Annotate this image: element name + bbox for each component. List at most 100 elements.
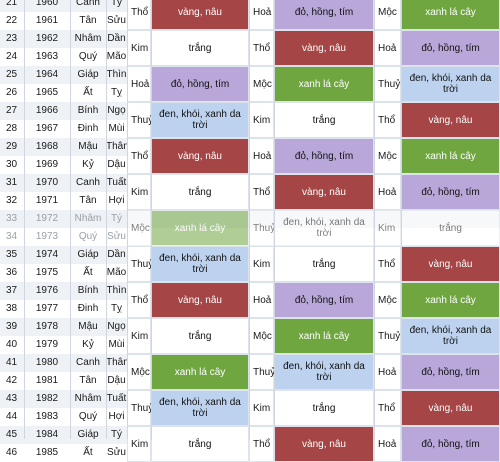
- row-number: 44: [6, 411, 18, 422]
- element-label: Thổ: [249, 174, 274, 210]
- element-label: Kim: [127, 30, 151, 66]
- element-label: Kim: [249, 102, 274, 138]
- heavenly-stem: Tân: [79, 375, 97, 386]
- element-label: Hoả: [374, 174, 401, 210]
- earthly-branch: Thân: [106, 357, 127, 368]
- color-swatch: đỏ, hồng, tím: [274, 0, 374, 30]
- element-label: Thổ: [127, 138, 151, 174]
- element-label: Kim: [249, 390, 274, 426]
- element-label: Thuỷ: [127, 390, 153, 426]
- color-swatch: đen, khói, xanh da trời: [274, 354, 374, 390]
- heavenly-stem: Nhâm: [74, 33, 102, 44]
- year-value: 1984: [35, 429, 59, 440]
- earthly-branch: Sửu: [107, 447, 126, 458]
- earthly-branch: Ngọ: [107, 105, 126, 116]
- element-label: Mộc: [374, 282, 401, 318]
- color-swatch: xanh lá cây: [151, 210, 249, 246]
- year-value: 1978: [35, 321, 59, 332]
- color-swatch: đen, khói, xanh da trời: [401, 318, 500, 354]
- heavenly-stem: Mậu: [78, 141, 98, 152]
- earthly-branch: Sửu: [107, 15, 126, 26]
- year-value: 1965: [35, 87, 59, 98]
- element-label: Mộc: [374, 0, 401, 30]
- earthly-branch: Mão: [106, 51, 127, 62]
- color-swatch: đỏ, hồng, tím: [274, 282, 374, 318]
- color-swatch: vàng, nâu: [401, 390, 500, 426]
- heavenly-stem: Giáp: [77, 429, 99, 440]
- color-swatch: đỏ, hồng, tím: [151, 66, 249, 102]
- grid-line: [401, 0, 402, 439]
- row-number: 37: [6, 285, 18, 296]
- heavenly-stem: Tân: [79, 195, 97, 206]
- heavenly-stem: Kỷ: [82, 159, 94, 170]
- color-swatch: xanh lá cây: [401, 282, 500, 318]
- element-label: Thổ: [249, 426, 274, 462]
- row-number: 42: [6, 375, 18, 386]
- color-swatch: xanh lá cây: [274, 66, 374, 102]
- earthly-branch: Thìn: [106, 285, 127, 296]
- year-value: 1982: [35, 393, 59, 404]
- element-label: Thuỷ: [249, 354, 275, 390]
- earthly-branch: Dần: [107, 249, 126, 260]
- element-label: Mộc: [374, 138, 401, 174]
- element-label: Mộc: [127, 210, 151, 246]
- row-number: 39: [6, 321, 18, 332]
- year-value: 1966: [35, 105, 59, 116]
- color-swatch: vàng, nâu: [401, 246, 500, 282]
- color-swatch: đen, khói, xanh da trời: [151, 246, 249, 282]
- color-swatch: xanh lá cây: [151, 354, 249, 390]
- row-number: 36: [6, 267, 18, 278]
- element-label: Thuỷ: [374, 318, 401, 354]
- color-swatch: trắng: [151, 426, 249, 462]
- heavenly-stem: Đinh: [77, 303, 99, 314]
- color-swatch: xanh lá cây: [401, 138, 500, 174]
- color-swatch: đỏ, hồng, tím: [401, 426, 500, 462]
- element-label: Hoả: [249, 282, 274, 318]
- row-number: 41: [6, 357, 18, 368]
- heavenly-stem: Canh: [76, 0, 100, 8]
- color-swatch: vàng, nâu: [274, 426, 374, 462]
- year-value: 1981: [35, 375, 59, 386]
- element-label: Thổ: [374, 102, 401, 138]
- year-value: 1983: [35, 411, 59, 422]
- color-swatch: đen, khói, xanh da trời: [151, 390, 249, 426]
- earthly-branch: Tỵ: [110, 87, 123, 98]
- earthly-branch: Thân: [106, 141, 127, 152]
- heavenly-stem: Ất: [83, 87, 93, 98]
- element-label: Hoả: [249, 138, 274, 174]
- earthly-branch: Mùi: [108, 339, 125, 350]
- color-swatch: vàng, nâu: [151, 138, 249, 174]
- grid-line: [374, 0, 375, 439]
- earthly-branch: Tý: [110, 429, 123, 440]
- year-value: 1967: [35, 123, 59, 134]
- color-swatch: đen, khói, xanh da trời: [401, 66, 500, 102]
- color-swatch: vàng, nâu: [274, 30, 374, 66]
- color-swatch: trắng: [401, 210, 500, 246]
- year-value: 1969: [35, 159, 59, 170]
- element-label: Thổ: [374, 390, 401, 426]
- row-number: 46: [6, 447, 18, 458]
- heavenly-stem: Quý: [78, 51, 98, 62]
- year-value: 1985: [35, 447, 59, 458]
- row-number: 26: [6, 87, 18, 98]
- heavenly-stem: Kỷ: [82, 339, 94, 350]
- heavenly-stem: Mậu: [78, 321, 98, 332]
- earthly-branch: Hợi: [108, 195, 125, 206]
- element-label: Thổ: [374, 246, 401, 282]
- row-number: 24: [6, 51, 18, 62]
- row-number: 25: [6, 69, 18, 80]
- earthly-branch: Sửu: [107, 231, 126, 242]
- grid-line: [127, 0, 128, 439]
- color-swatch: trắng: [274, 102, 374, 138]
- year-value: 1962: [35, 33, 59, 44]
- row-number: 28: [6, 123, 18, 134]
- grid-line: [106, 0, 107, 439]
- earthly-branch: Dậu: [107, 159, 126, 170]
- earthly-branch: Mùi: [108, 123, 125, 134]
- color-swatch: vàng, nâu: [401, 102, 500, 138]
- heavenly-stem: Giáp: [77, 69, 99, 80]
- year-value: 1973: [35, 231, 59, 242]
- earthly-branch: Hợi: [108, 411, 125, 422]
- color-swatch: đỏ, hồng, tím: [401, 354, 500, 390]
- earthly-branch: Ngọ: [107, 321, 126, 332]
